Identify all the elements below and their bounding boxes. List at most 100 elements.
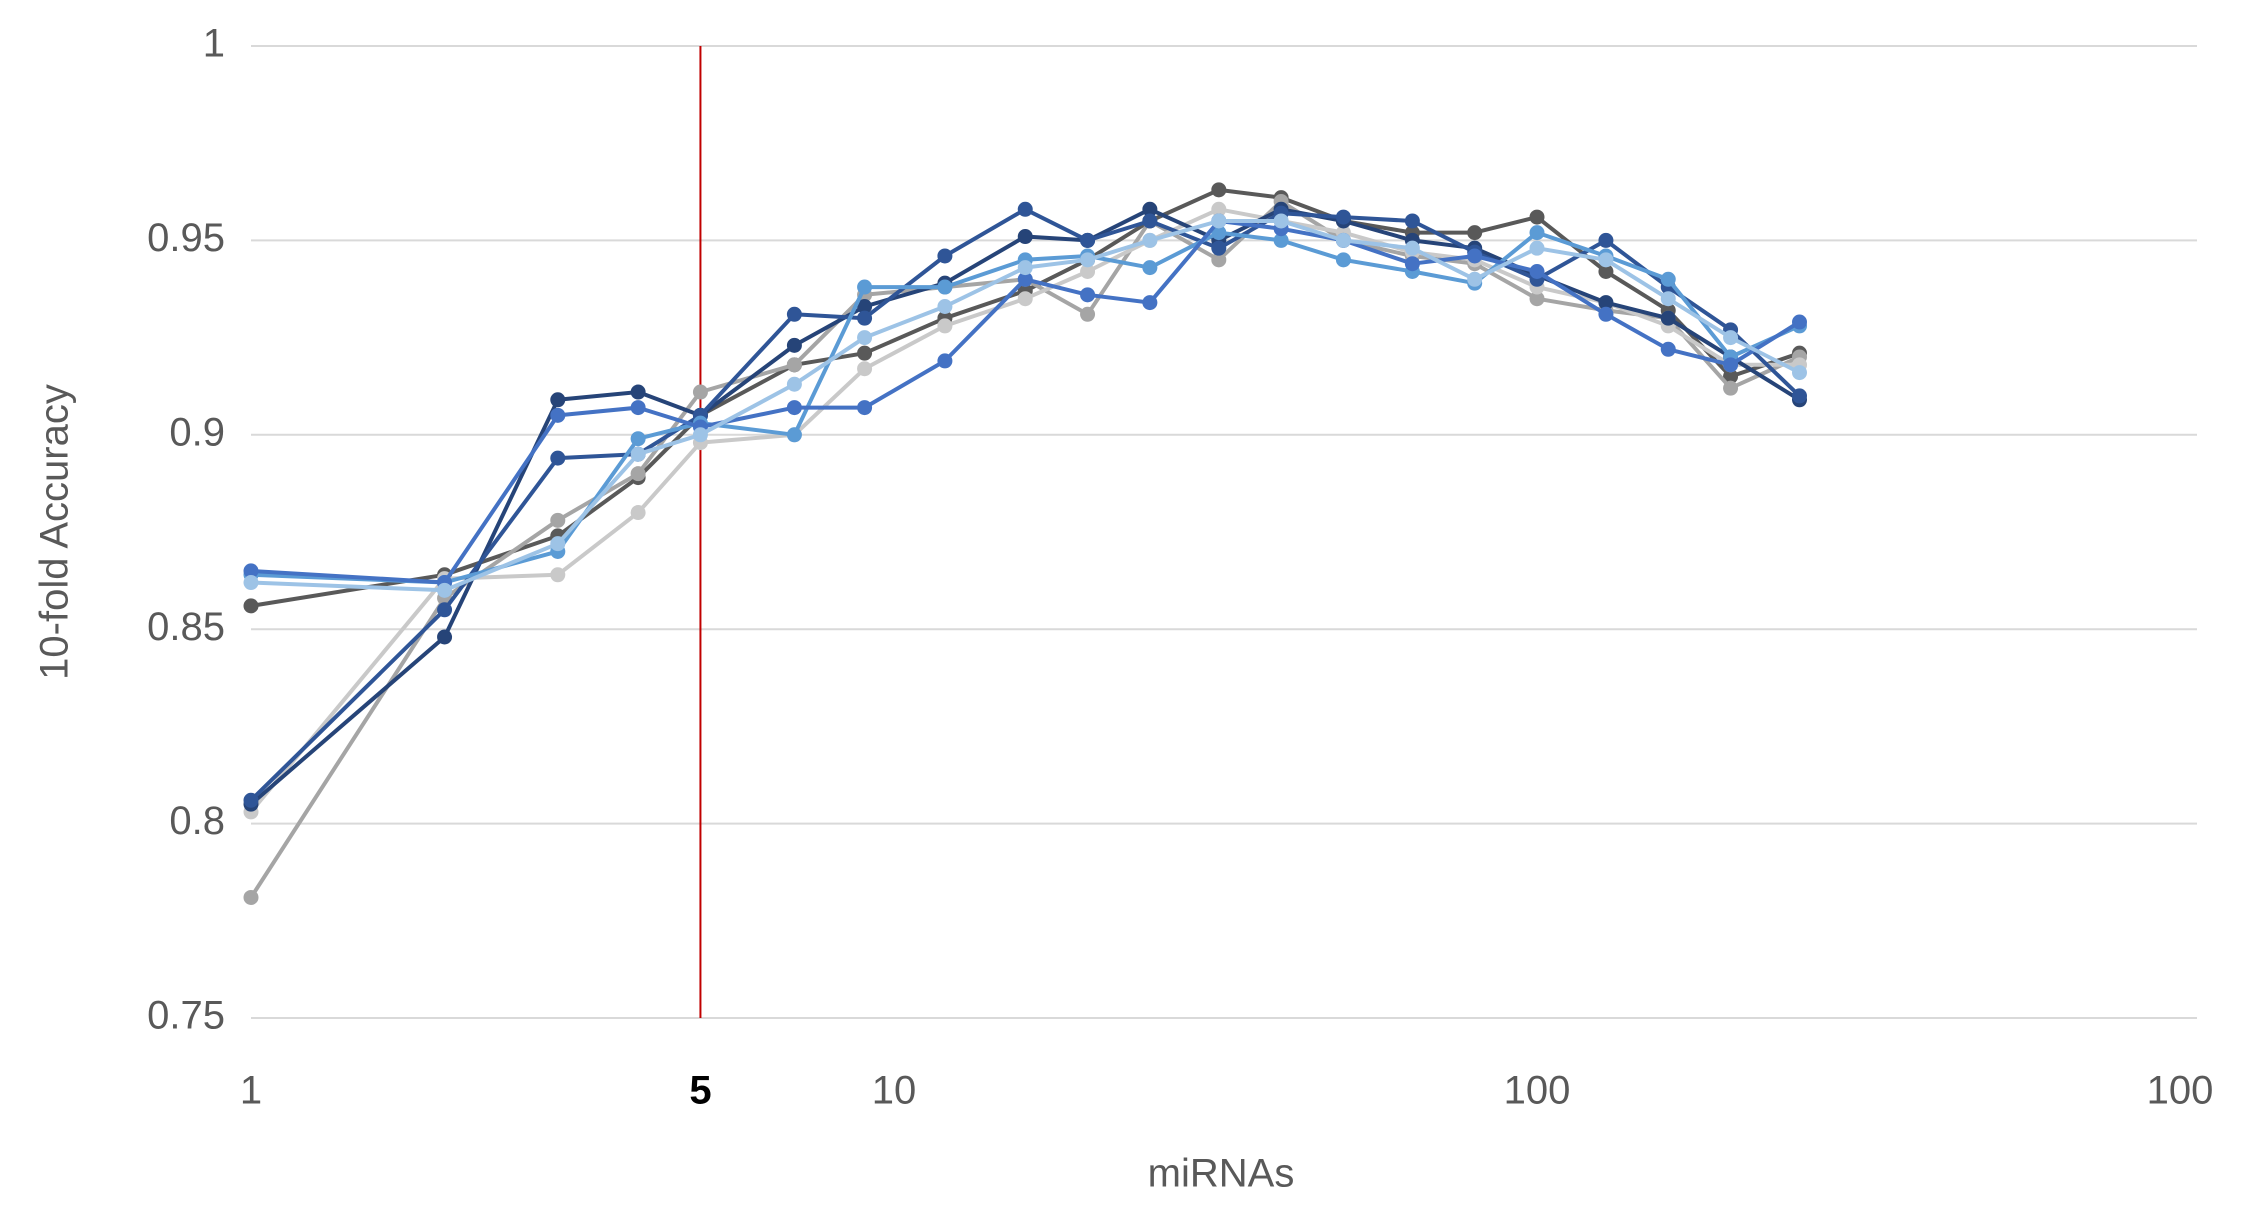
data-point	[1211, 252, 1227, 268]
y-tick-label: 1	[203, 22, 225, 66]
data-point	[786, 400, 802, 416]
data-point	[1660, 310, 1676, 326]
data-point	[437, 582, 453, 598]
data-point	[937, 318, 953, 334]
data-point	[243, 792, 259, 808]
y-tick-label: 0.75	[147, 994, 225, 1038]
data-point	[1529, 291, 1545, 307]
data-point	[550, 512, 566, 528]
data-point	[1467, 271, 1483, 287]
data-point	[630, 505, 646, 521]
data-point	[1335, 232, 1351, 248]
data-point	[786, 427, 802, 443]
data-point	[550, 536, 566, 552]
data-point	[1404, 256, 1420, 272]
data-point	[550, 567, 566, 583]
data-point	[1723, 380, 1739, 396]
data-point	[243, 889, 259, 905]
x-tick-label: 1	[240, 1069, 262, 1113]
x-tick-label: 10	[872, 1069, 917, 1113]
data-point	[437, 629, 453, 645]
data-point	[1467, 225, 1483, 241]
data-point	[937, 353, 953, 369]
data-point	[1598, 295, 1614, 311]
data-point	[857, 298, 873, 314]
data-point	[857, 345, 873, 361]
data-point	[692, 427, 708, 443]
data-point	[1142, 213, 1158, 229]
data-point	[243, 598, 259, 614]
data-point	[1080, 287, 1096, 303]
data-point	[1723, 357, 1739, 373]
x-tick-label: 100	[2147, 1069, 2214, 1113]
data-point	[1404, 240, 1420, 256]
data-point	[550, 407, 566, 423]
data-point	[1273, 213, 1289, 229]
data-point	[1142, 260, 1158, 276]
data-point	[1017, 201, 1033, 217]
data-point	[1211, 213, 1227, 229]
data-point	[1529, 264, 1545, 280]
data-point	[550, 392, 566, 408]
data-point	[937, 248, 953, 264]
data-point	[1080, 264, 1096, 280]
y-tick-label: 0.85	[147, 605, 225, 649]
data-point	[1080, 232, 1096, 248]
data-point	[243, 575, 259, 591]
x-tick-label: 5	[689, 1069, 711, 1113]
data-point	[1529, 225, 1545, 241]
data-point	[1660, 341, 1676, 357]
y-tick-label: 0.9	[169, 410, 225, 454]
data-point	[786, 337, 802, 353]
data-point	[786, 357, 802, 373]
data-point	[1273, 232, 1289, 248]
data-point	[1335, 252, 1351, 268]
data-point	[1017, 291, 1033, 307]
data-point	[857, 400, 873, 416]
data-point	[1211, 201, 1227, 217]
data-point	[1791, 314, 1807, 330]
data-point	[1017, 229, 1033, 245]
data-point	[857, 279, 873, 295]
data-point	[786, 306, 802, 322]
data-point	[1723, 368, 1739, 384]
data-point	[550, 450, 566, 466]
data-point	[1142, 201, 1158, 217]
data-point	[1791, 388, 1807, 404]
data-point	[1080, 306, 1096, 322]
data-point	[1211, 225, 1227, 241]
x-axis-title: miRNAs	[1148, 1152, 1295, 1196]
data-point	[630, 384, 646, 400]
y-tick-label: 0.8	[169, 799, 225, 843]
data-point	[1791, 365, 1807, 381]
data-point	[243, 563, 259, 579]
data-point	[630, 400, 646, 416]
data-point	[437, 602, 453, 618]
data-point	[1017, 271, 1033, 287]
y-tick-label: 0.95	[147, 216, 225, 260]
data-point	[786, 376, 802, 392]
x-tick-label: 100	[1504, 1069, 1571, 1113]
data-point	[1211, 182, 1227, 198]
data-point	[1660, 271, 1676, 287]
data-point	[937, 279, 953, 295]
data-point	[1017, 260, 1033, 276]
data-point	[1335, 209, 1351, 225]
data-point	[1723, 330, 1739, 346]
data-point	[1529, 240, 1545, 256]
data-point	[1080, 252, 1096, 268]
data-point	[692, 384, 708, 400]
data-point	[630, 431, 646, 447]
data-point	[857, 330, 873, 346]
data-point	[1598, 232, 1614, 248]
data-point	[1404, 213, 1420, 229]
data-point	[1598, 264, 1614, 280]
data-point	[1467, 248, 1483, 264]
data-point	[1598, 306, 1614, 322]
data-point	[1598, 252, 1614, 268]
data-point	[1660, 291, 1676, 307]
data-point	[1142, 232, 1158, 248]
data-point	[1529, 209, 1545, 225]
